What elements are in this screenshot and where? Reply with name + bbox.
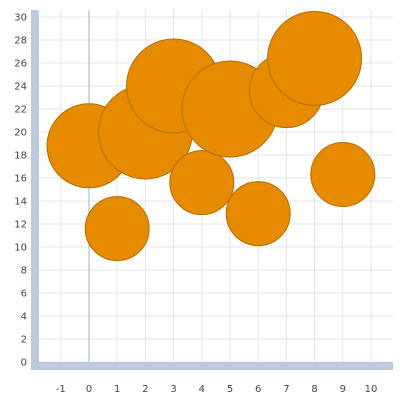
y-tick-label: 22 [14,105,27,116]
y-axis-band [31,10,39,370]
y-tick-label: 20 [14,128,27,139]
y-tick-label: 16 [14,174,27,185]
x-axis-band [31,362,393,370]
y-tick-label: 18 [14,151,27,162]
y-tick-label: 2 [21,335,27,346]
y-tick-label: 10 [14,243,27,254]
y-tick-label: 6 [21,289,27,300]
y-tick-label: 26 [14,59,27,70]
y-tick-label: 24 [14,82,27,93]
x-axis-tick-labels: -1 0 1 2 3 4 5 6 7 8 9 10 [56,384,378,395]
x-tick-label: -1 [56,384,66,395]
x-tick-label: 9 [340,384,346,395]
x-tick-label: 10 [365,384,378,395]
y-tick-label: 0 [21,358,27,369]
x-tick-label: 0 [86,384,92,395]
x-tick-label: 5 [227,384,233,395]
y-tick-label: 4 [21,312,27,323]
x-tick-label: 7 [283,384,289,395]
bubble-point[interactable] [84,196,150,262]
x-tick-label: 4 [199,384,205,395]
y-tick-label: 30 [14,13,27,24]
bubble-point[interactable] [267,10,363,106]
y-tick-label: 14 [14,197,27,208]
bubble-point[interactable] [169,150,235,216]
bubble-point[interactable] [225,181,291,247]
bubble-series [46,10,376,262]
x-tick-label: 6 [255,384,261,395]
x-tick-label: 1 [114,384,120,395]
x-tick-label: 8 [311,384,317,395]
y-tick-label: 8 [21,266,27,277]
x-tick-label: 2 [142,384,148,395]
y-tick-label: 12 [14,220,27,231]
bubble-point[interactable] [310,142,376,208]
x-tick-label: 3 [170,384,176,395]
y-tick-label: 28 [14,36,27,47]
